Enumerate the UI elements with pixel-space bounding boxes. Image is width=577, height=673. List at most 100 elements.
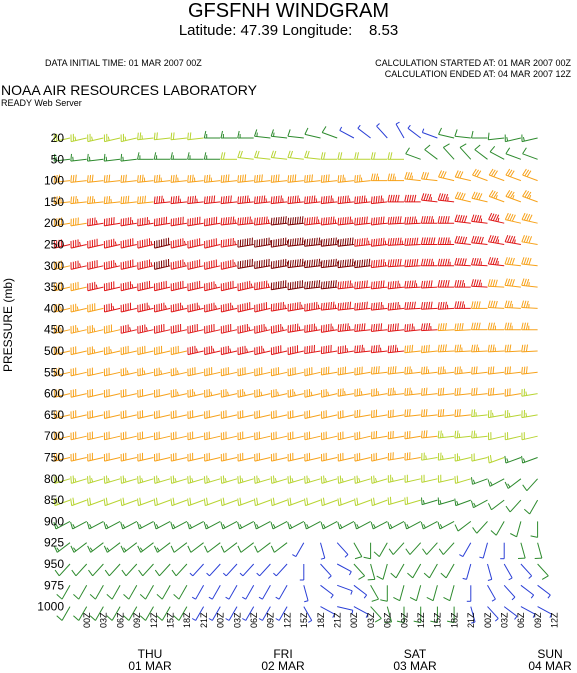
wind-barb xyxy=(320,388,338,398)
barb-flag xyxy=(440,344,443,352)
wind-barb xyxy=(454,301,471,309)
wind-barb xyxy=(487,234,505,245)
barb-flag xyxy=(277,195,280,203)
barb-shaft xyxy=(228,606,238,621)
barb-flag xyxy=(492,213,497,221)
barb-half-flag xyxy=(57,478,60,483)
barb-shaft xyxy=(92,563,104,577)
x-tick-label: 03Z xyxy=(232,612,242,628)
wind-barb xyxy=(237,520,254,530)
barb-shaft xyxy=(278,585,288,600)
org-label: NOAA AIR RESOURCES LABORATORY xyxy=(1,82,257,98)
barb-flag xyxy=(440,430,442,438)
wind-barb xyxy=(471,279,488,288)
wind-barb xyxy=(504,410,521,419)
barb-flag xyxy=(407,572,414,579)
barb-flag xyxy=(370,239,373,247)
barb-flag xyxy=(446,620,455,624)
wind-barb xyxy=(120,324,137,334)
barb-shaft xyxy=(320,606,335,615)
wind-barb xyxy=(204,281,221,292)
barb-shaft xyxy=(521,263,538,267)
barb-flag xyxy=(327,238,330,246)
wind-barb xyxy=(454,191,471,203)
barb-shaft xyxy=(454,135,471,139)
barb-flag xyxy=(507,213,512,221)
wind-barb xyxy=(437,279,455,288)
barb-flag xyxy=(103,521,107,530)
barb-flag xyxy=(509,344,512,352)
barb-flag xyxy=(421,345,423,353)
wind-barb xyxy=(471,235,488,245)
wind-barb xyxy=(237,258,254,269)
wind-barb xyxy=(120,452,137,462)
wind-barb xyxy=(87,475,104,484)
wind-barb xyxy=(170,216,187,227)
wind-barb xyxy=(204,452,221,462)
chart-subtitle: Latitude: 47.39 Longitude: 8.53 xyxy=(178,22,399,39)
barb-flag xyxy=(189,497,192,505)
wind-barb xyxy=(87,260,104,270)
barb-flag xyxy=(454,129,458,137)
barb-flag xyxy=(521,455,524,464)
barb-flag xyxy=(492,366,495,374)
barb-flag xyxy=(459,408,461,417)
wind-barb xyxy=(354,344,371,354)
barb-flag xyxy=(220,476,223,484)
barb-flag xyxy=(120,545,125,553)
barb-flag xyxy=(454,476,456,484)
barb-shaft xyxy=(222,520,238,530)
barb-flag xyxy=(156,594,163,600)
wind-barb xyxy=(256,563,271,577)
barb-half-flag xyxy=(107,136,110,141)
barb-shaft xyxy=(370,563,376,580)
barb-flag xyxy=(239,174,242,183)
barb-shaft xyxy=(521,307,538,309)
barb-flag xyxy=(506,366,509,374)
wind-barb xyxy=(320,452,338,462)
wind-barb xyxy=(387,409,405,419)
barb-flag xyxy=(459,387,461,395)
barb-half-flag xyxy=(150,262,153,267)
wind-barb xyxy=(53,520,71,530)
wind-barb xyxy=(421,387,438,396)
barb-shaft xyxy=(438,176,455,182)
wind-barb xyxy=(521,322,538,331)
barb-shaft xyxy=(125,563,138,577)
wind-barb xyxy=(137,217,154,227)
barb-half-flag xyxy=(260,391,263,396)
wind-barb xyxy=(136,497,154,507)
wind-barb xyxy=(380,585,388,602)
barb-flag xyxy=(473,258,477,266)
barb-flag xyxy=(256,497,259,505)
wind-barb xyxy=(53,260,71,270)
barb-flag xyxy=(89,475,91,483)
wind-barb xyxy=(337,301,354,311)
barb-shaft xyxy=(488,137,505,141)
barb-flag xyxy=(440,216,443,224)
barb-half-flag xyxy=(489,481,493,486)
barb-flag xyxy=(526,170,532,178)
barb-flag xyxy=(347,280,349,288)
barb-flag xyxy=(461,301,464,309)
wind-barb xyxy=(173,585,188,600)
barb-flag xyxy=(382,280,385,288)
wind-barb xyxy=(471,214,488,224)
wind-barb xyxy=(504,300,521,309)
barb-flag xyxy=(457,170,462,178)
barb-half-flag xyxy=(176,391,179,396)
barb-shaft xyxy=(339,520,355,530)
barb-flag xyxy=(474,144,481,151)
y-tick-label: 800 xyxy=(44,472,64,486)
barb-flag xyxy=(339,196,342,204)
barb-flag xyxy=(308,238,311,246)
barb-half-flag xyxy=(320,557,325,560)
barb-flag xyxy=(522,484,528,491)
wind-barb xyxy=(237,497,254,507)
wind-barb xyxy=(70,410,87,419)
wind-barb xyxy=(387,301,405,311)
barb-flag xyxy=(387,259,390,267)
barb-flag xyxy=(370,476,373,484)
wind-barb xyxy=(520,563,533,579)
wind-barb xyxy=(370,301,388,311)
